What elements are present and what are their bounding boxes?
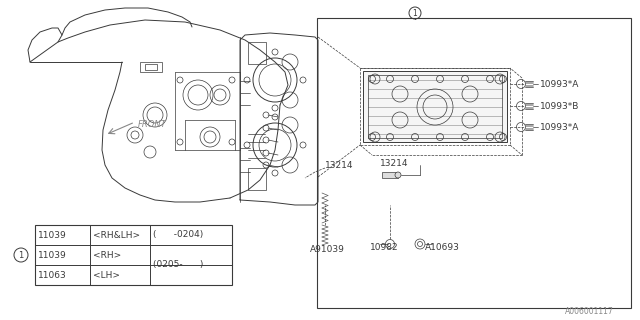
Bar xyxy=(140,62,162,72)
Text: 11039: 11039 xyxy=(38,230,67,239)
Bar xyxy=(248,168,266,190)
Text: 10993*A: 10993*A xyxy=(540,123,579,132)
Bar xyxy=(368,75,502,138)
Text: 11039: 11039 xyxy=(38,251,67,260)
Bar xyxy=(35,225,232,285)
Bar xyxy=(363,71,507,142)
Bar xyxy=(145,64,157,70)
Text: A006001117: A006001117 xyxy=(565,308,614,316)
Text: (      -0204): ( -0204) xyxy=(153,230,204,239)
Text: 13214: 13214 xyxy=(325,161,353,170)
Text: 11063: 11063 xyxy=(38,270,67,279)
Circle shape xyxy=(395,172,401,178)
Text: 10993*A: 10993*A xyxy=(540,79,579,89)
Text: 1: 1 xyxy=(413,9,417,18)
Text: 10993*B: 10993*B xyxy=(540,101,579,110)
Text: A91039: A91039 xyxy=(310,245,345,254)
Text: <RH&LH>: <RH&LH> xyxy=(93,230,140,239)
Text: (0205-      ): (0205- ) xyxy=(153,260,204,269)
Bar xyxy=(248,42,266,64)
Text: <RH>: <RH> xyxy=(93,251,121,260)
Bar xyxy=(382,172,398,178)
Text: FRONT: FRONT xyxy=(138,119,167,129)
Text: 13214: 13214 xyxy=(380,158,408,167)
Bar xyxy=(317,18,631,308)
Text: A10693: A10693 xyxy=(425,244,460,252)
Text: 10982: 10982 xyxy=(370,244,399,252)
Text: 1: 1 xyxy=(19,251,24,260)
Text: <LH>: <LH> xyxy=(93,270,120,279)
